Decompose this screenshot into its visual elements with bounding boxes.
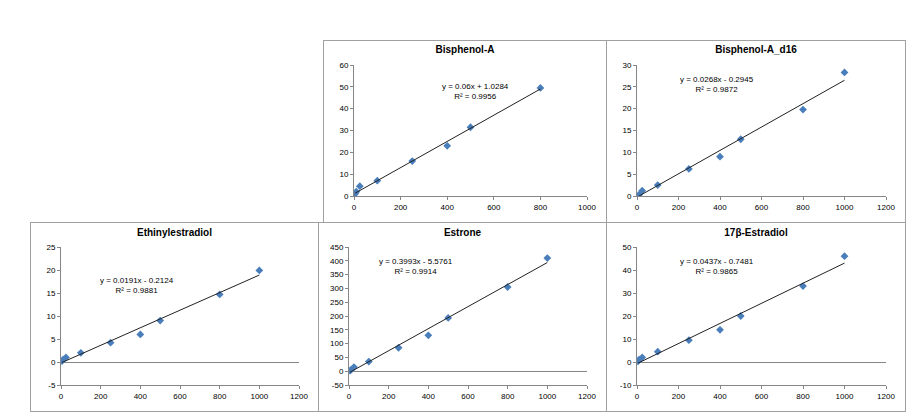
svg-text:Estrone: Estrone	[444, 227, 482, 238]
svg-text:400: 400	[134, 392, 148, 401]
svg-text:Ethinylestradiol: Ethinylestradiol	[137, 227, 212, 238]
svg-text:450: 450	[330, 243, 344, 252]
svg-text:1200: 1200	[877, 203, 895, 212]
svg-text:1000: 1000	[836, 203, 854, 212]
svg-text:1200: 1200	[290, 392, 308, 401]
svg-text:0: 0	[347, 392, 352, 401]
svg-text:200: 200	[382, 392, 396, 401]
svg-text:Bisphenol-A_d16: Bisphenol-A_d16	[715, 44, 797, 55]
svg-text:600: 600	[755, 203, 769, 212]
svg-text:y = 0.0191x - 0.2124R² = 0.988: y = 0.0191x - 0.2124R² = 0.9881	[100, 276, 174, 295]
svg-text:200: 200	[394, 203, 408, 212]
svg-text:y = 0.0268x - 0.2945R² = 0.987: y = 0.0268x - 0.2945R² = 0.9872	[680, 75, 754, 94]
svg-text:50: 50	[339, 83, 348, 92]
svg-text:30: 30	[339, 126, 348, 135]
svg-text:-50: -50	[332, 381, 344, 390]
svg-text:200: 200	[330, 312, 344, 321]
svg-text:300: 300	[330, 284, 344, 293]
svg-text:Bisphenol-A: Bisphenol-A	[436, 44, 495, 55]
svg-text:800: 800	[501, 392, 515, 401]
svg-text:10: 10	[622, 335, 631, 344]
svg-text:350: 350	[330, 270, 344, 279]
svg-text:50: 50	[334, 353, 343, 362]
svg-text:400: 400	[713, 203, 727, 212]
svg-text:-10: -10	[620, 381, 632, 390]
svg-text:60: 60	[339, 61, 348, 70]
svg-text:y = 0.06x + 1.0284R² = 0.9956: y = 0.06x + 1.0284R² = 0.9956	[442, 82, 509, 101]
svg-text:1000: 1000	[538, 392, 556, 401]
svg-text:0: 0	[635, 392, 640, 401]
svg-text:50: 50	[622, 243, 631, 252]
svg-text:0: 0	[344, 192, 349, 201]
svg-text:0: 0	[352, 203, 357, 212]
svg-text:25: 25	[622, 83, 631, 92]
svg-text:y = 0.3993x - 5.5761R² = 0.991: y = 0.3993x - 5.5761R² = 0.9914	[379, 257, 453, 276]
svg-text:200: 200	[672, 392, 686, 401]
svg-text:400: 400	[441, 203, 455, 212]
svg-text:y = 0.0437x - 0.7481R² = 0.986: y = 0.0437x - 0.7481R² = 0.9865	[680, 257, 754, 276]
svg-text:30: 30	[622, 61, 631, 70]
svg-text:20: 20	[339, 148, 348, 157]
svg-text:1200: 1200	[877, 392, 895, 401]
svg-text:15: 15	[46, 289, 55, 298]
svg-text:1000: 1000	[250, 392, 268, 401]
svg-text:17β-Estradiol: 17β-Estradiol	[724, 227, 788, 238]
svg-text:100: 100	[330, 339, 344, 348]
svg-text:800: 800	[796, 392, 810, 401]
svg-text:250: 250	[330, 298, 344, 307]
svg-text:-5: -5	[48, 381, 56, 390]
svg-text:800: 800	[534, 203, 548, 212]
svg-text:40: 40	[339, 104, 348, 113]
svg-text:0: 0	[627, 192, 632, 201]
svg-text:1200: 1200	[578, 392, 596, 401]
svg-text:800: 800	[213, 392, 227, 401]
svg-text:800: 800	[796, 203, 810, 212]
svg-text:150: 150	[330, 326, 344, 335]
svg-text:200: 200	[94, 392, 108, 401]
svg-text:20: 20	[46, 266, 55, 275]
svg-text:20: 20	[622, 312, 631, 321]
svg-text:400: 400	[713, 392, 727, 401]
svg-text:0: 0	[627, 358, 632, 367]
svg-text:5: 5	[627, 170, 632, 179]
svg-text:600: 600	[173, 392, 187, 401]
svg-text:20: 20	[622, 104, 631, 113]
svg-text:0: 0	[51, 358, 56, 367]
svg-text:1000: 1000	[578, 203, 596, 212]
svg-text:600: 600	[487, 203, 501, 212]
svg-text:200: 200	[672, 203, 686, 212]
svg-text:40: 40	[622, 266, 631, 275]
svg-text:1000: 1000	[836, 392, 854, 401]
svg-text:30: 30	[622, 289, 631, 298]
svg-text:10: 10	[622, 148, 631, 157]
svg-text:600: 600	[461, 392, 475, 401]
svg-text:0: 0	[59, 392, 64, 401]
svg-text:15: 15	[622, 126, 631, 135]
svg-text:5: 5	[51, 335, 56, 344]
svg-text:10: 10	[46, 312, 55, 321]
svg-text:0: 0	[635, 203, 640, 212]
svg-text:10: 10	[339, 170, 348, 179]
svg-text:400: 400	[422, 392, 436, 401]
svg-text:0: 0	[339, 367, 344, 376]
svg-text:400: 400	[330, 257, 344, 266]
svg-text:25: 25	[46, 243, 55, 252]
svg-text:600: 600	[755, 392, 769, 401]
